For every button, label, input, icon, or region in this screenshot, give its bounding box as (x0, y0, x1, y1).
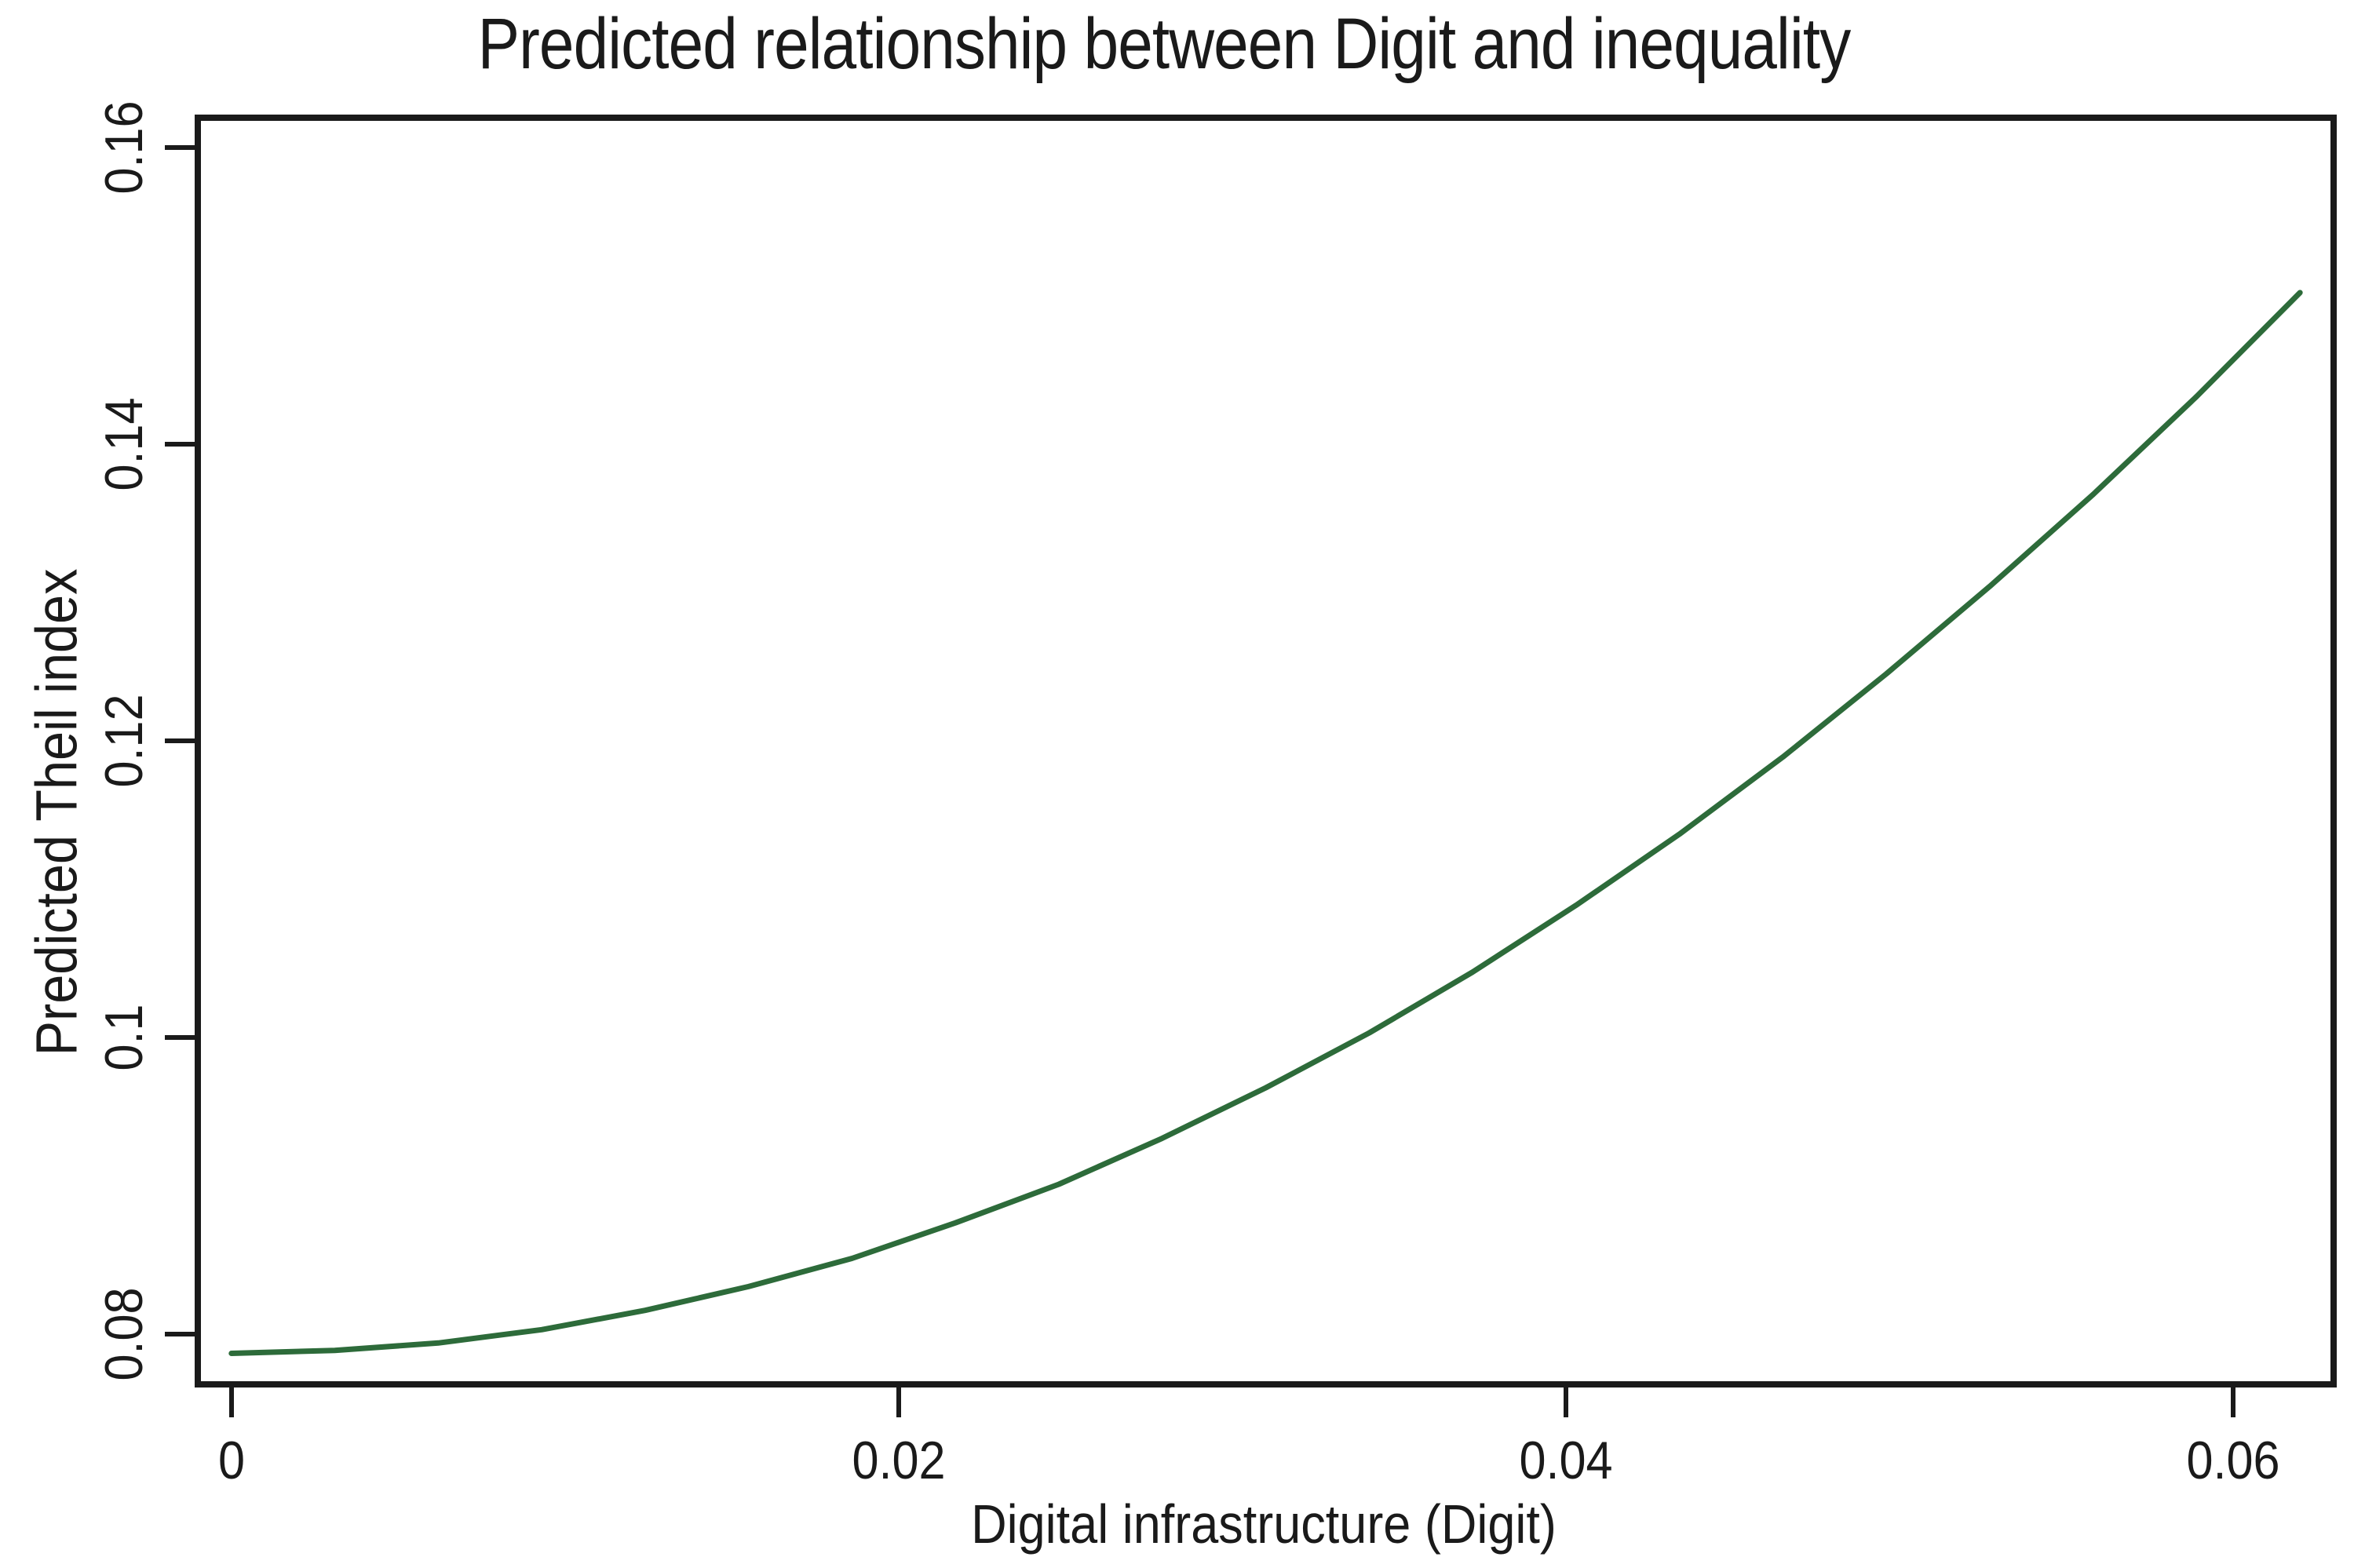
x-axis-title-wrap: Digital infrastructure (Digit) (939, 1493, 1589, 1555)
y-tick-mark (165, 144, 195, 150)
plot-canvas (228, 290, 2303, 1356)
x-axis-title: Digital infrastructure (Digit) (971, 1493, 1557, 1555)
x-tick-label: 0.02 (852, 1431, 946, 1490)
y-tick-mark (165, 1331, 195, 1336)
y-tick-label: 0.12 (94, 694, 154, 788)
plot-area (195, 115, 2337, 1387)
x-tick-mark (2231, 1387, 2236, 1417)
x-tick-label: 0 (217, 1431, 245, 1490)
y-tick-label: 0.14 (94, 397, 154, 491)
x-tick-label: 0.04 (1519, 1431, 1613, 1490)
y-axis-title: Predicted Theil index (24, 568, 89, 1056)
x-tick-label: 0.06 (2186, 1431, 2280, 1490)
y-tick-label: 0.08 (94, 1287, 154, 1381)
predicted-trend-line (228, 290, 2303, 1356)
x-tick-mark (896, 1387, 901, 1417)
y-tick-label: 0.1 (94, 1004, 154, 1071)
y-tick-mark (165, 738, 195, 743)
y-tick-mark (165, 1034, 195, 1040)
chart-title: Predicted relationship between Digit and… (477, 4, 1852, 84)
x-tick-mark (228, 1387, 234, 1417)
y-tick-mark (165, 441, 195, 447)
chart-title-wrap: Predicted relationship between Digit and… (375, 3, 1953, 86)
x-tick-mark (1564, 1387, 1569, 1417)
y-tick-label: 0.16 (94, 100, 154, 195)
y-axis-title-wrap: Predicted Theil index (24, 542, 90, 1083)
